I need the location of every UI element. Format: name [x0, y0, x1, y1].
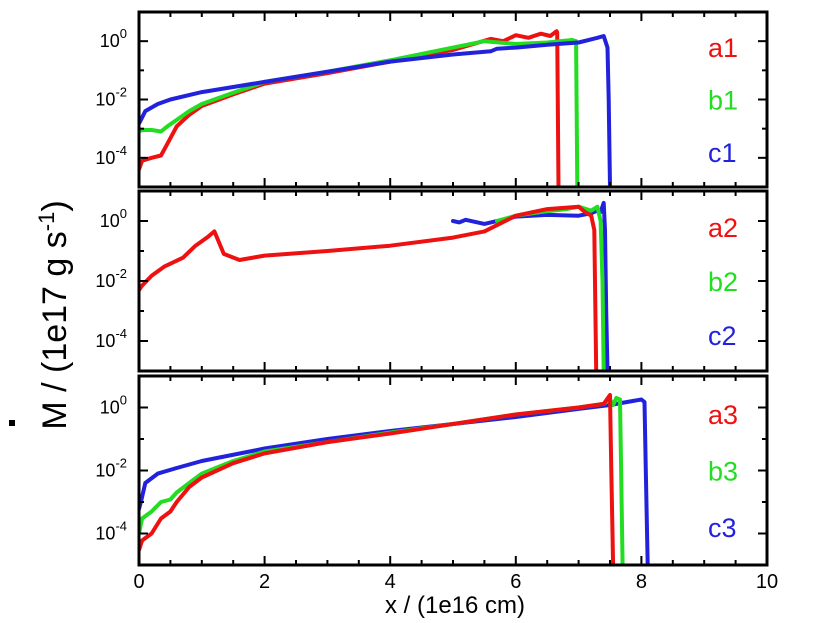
- legend-label-c3: c3: [708, 513, 737, 543]
- y-tick-exponent: -4: [115, 143, 127, 158]
- y-tick-exponent: -2: [115, 85, 127, 100]
- x-tick-label: 0: [133, 571, 144, 593]
- panel-1-legend: a1 b1 c1: [708, 33, 738, 168]
- y-tick-base: 10: [95, 271, 115, 291]
- x-tick-label: 2: [259, 571, 270, 593]
- x-tick-labels: 0 2 4 6 8 10: [133, 571, 778, 593]
- legend-label-a2: a2: [708, 213, 738, 243]
- y-tick-base: 10: [95, 148, 115, 168]
- series-line-a3: [139, 393, 616, 565]
- y-axis-title-suffix: ): [36, 200, 74, 211]
- panel-1-frame: [137, 10, 769, 189]
- legend-label-b1: b1: [708, 86, 738, 116]
- series-line-c3: [139, 397, 650, 565]
- series-line-c2: [451, 200, 610, 371]
- y-axis-title: M / (1e17 g s-1): [34, 200, 74, 429]
- y-tick-exponent: -4: [115, 519, 127, 534]
- y-tick-base: 10: [95, 90, 115, 110]
- y-tick-exponent: 0: [120, 393, 127, 408]
- x-tick-label: 8: [636, 571, 647, 593]
- series-line-b2: [495, 204, 606, 371]
- legend-label-a1: a1: [708, 33, 738, 63]
- series-line-a1: [139, 29, 561, 187]
- y-tick-exponent: -2: [115, 456, 127, 471]
- legend-label-b3: b3: [708, 457, 738, 487]
- series-line-b1: [139, 38, 580, 187]
- y-axis-title-prefix: M / (1e17 g s: [36, 231, 74, 429]
- y-tick-label: 10-4: [95, 326, 127, 351]
- x-tick-label: 4: [385, 571, 396, 593]
- panel-3-frame: [137, 374, 769, 567]
- y-tick-exponent: 0: [120, 206, 127, 221]
- y-tick-label: 10-4: [95, 519, 127, 544]
- y-tick-base: 10: [100, 211, 120, 231]
- panel-1-series: [139, 29, 612, 187]
- panel-2-frame: [137, 189, 769, 373]
- y-tick-base: 10: [100, 31, 120, 51]
- y-tick-exponent: -4: [115, 326, 127, 341]
- y-tick-base: 10: [95, 461, 115, 481]
- mdot-dot-icon: [9, 420, 15, 426]
- y-axis-title-superscript: -1: [34, 212, 59, 232]
- y-tick-label: 100: [100, 206, 127, 231]
- x-tick-label: 6: [510, 571, 521, 593]
- y-tick-label: 100: [100, 26, 127, 51]
- y-tick-label: 10-2: [95, 266, 127, 291]
- y-tick-exponent: -2: [115, 266, 127, 281]
- y-tick-label: 10-2: [95, 456, 127, 481]
- y-tick-base: 10: [95, 331, 115, 351]
- panel-3-legend: a3 b3 c3: [708, 400, 738, 543]
- legend-label-b2: b2: [708, 267, 738, 297]
- y-tick-label: 100: [100, 393, 127, 418]
- legend-label-c1: c1: [708, 138, 737, 168]
- panel-3-series: [139, 393, 650, 565]
- legend-label-a3: a3: [708, 400, 738, 430]
- y-tick-base: 10: [100, 398, 120, 418]
- series-line-a2: [139, 204, 599, 371]
- y-tick-label: 10-2: [95, 85, 127, 110]
- series-line-c1: [139, 34, 612, 187]
- y-tick-base: 10: [95, 524, 115, 544]
- y-tick-exponent: 0: [120, 26, 127, 41]
- panel-2-series: [139, 200, 610, 371]
- y-tick-label: 10-4: [95, 143, 127, 168]
- panel-2-legend: a2 b2 c2: [708, 213, 738, 351]
- x-tick-label: 10: [756, 571, 778, 593]
- x-axis-title: x / (1e16 cm): [385, 592, 525, 619]
- legend-label-c2: c2: [708, 321, 737, 351]
- series-line-b3: [139, 396, 625, 565]
